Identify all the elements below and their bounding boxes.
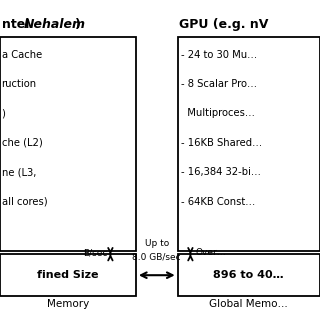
Text: Up to: Up to	[145, 239, 169, 248]
Text: B/sec: B/sec	[83, 248, 107, 257]
Text: che (L2): che (L2)	[2, 138, 42, 148]
Text: ne (L3,: ne (L3,	[2, 167, 36, 177]
Text: ): )	[75, 18, 81, 31]
Text: - 24 to 30 Mu…: - 24 to 30 Mu…	[181, 50, 257, 60]
Text: Over…: Over…	[195, 248, 226, 257]
Text: Multiproces…: Multiproces…	[181, 108, 255, 118]
Text: Memory: Memory	[47, 299, 89, 309]
Text: GPU (e.g. nV: GPU (e.g. nV	[179, 18, 268, 31]
Text: 8.0 GB/sec: 8.0 GB/sec	[132, 253, 181, 262]
Text: - 16,384 32-bi…: - 16,384 32-bi…	[181, 167, 261, 177]
Text: ntel: ntel	[2, 18, 33, 31]
Text: Nehalem: Nehalem	[24, 18, 86, 31]
Text: - 16KB Shared…: - 16KB Shared…	[181, 138, 262, 148]
Text: 896 to 40…: 896 to 40…	[213, 270, 284, 280]
Bar	[0, 254, 136, 296]
Text: fined Size: fined Size	[37, 270, 99, 280]
Bar	[178, 254, 320, 296]
Text: a Cache: a Cache	[2, 50, 42, 60]
Text: Global Memo…: Global Memo…	[209, 299, 288, 309]
Text: - 8 Scalar Pro…: - 8 Scalar Pro…	[181, 79, 257, 89]
Text: - 64KB Const…: - 64KB Const…	[181, 197, 255, 207]
Bar	[178, 37, 320, 251]
Bar	[0, 37, 136, 251]
Text: ): )	[2, 108, 5, 118]
Text: all cores): all cores)	[2, 197, 47, 207]
Text: ruction: ruction	[2, 79, 37, 89]
